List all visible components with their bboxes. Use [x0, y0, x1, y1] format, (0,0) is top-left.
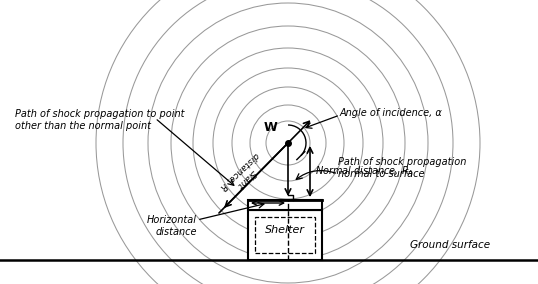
Text: Shelter: Shelter	[265, 225, 305, 235]
Text: Horizontal
distance: Horizontal distance	[147, 215, 197, 237]
Text: Path of shock propagation to point
other than the normal point: Path of shock propagation to point other…	[15, 109, 185, 131]
Bar	[248, 200, 322, 210]
Text: Slant
distance, R: Slant distance, R	[218, 150, 268, 199]
Text: Ground surface: Ground surface	[410, 240, 490, 250]
Text: W: W	[263, 121, 277, 134]
Text: Normal distance, $R_A$: Normal distance, $R_A$	[315, 165, 414, 178]
Text: Path of shock propagation
normal to surface: Path of shock propagation normal to surf…	[338, 157, 466, 179]
Bar	[248, 210, 322, 260]
Text: Angle of incidence, α: Angle of incidence, α	[340, 108, 443, 118]
Bar	[255, 217, 315, 253]
